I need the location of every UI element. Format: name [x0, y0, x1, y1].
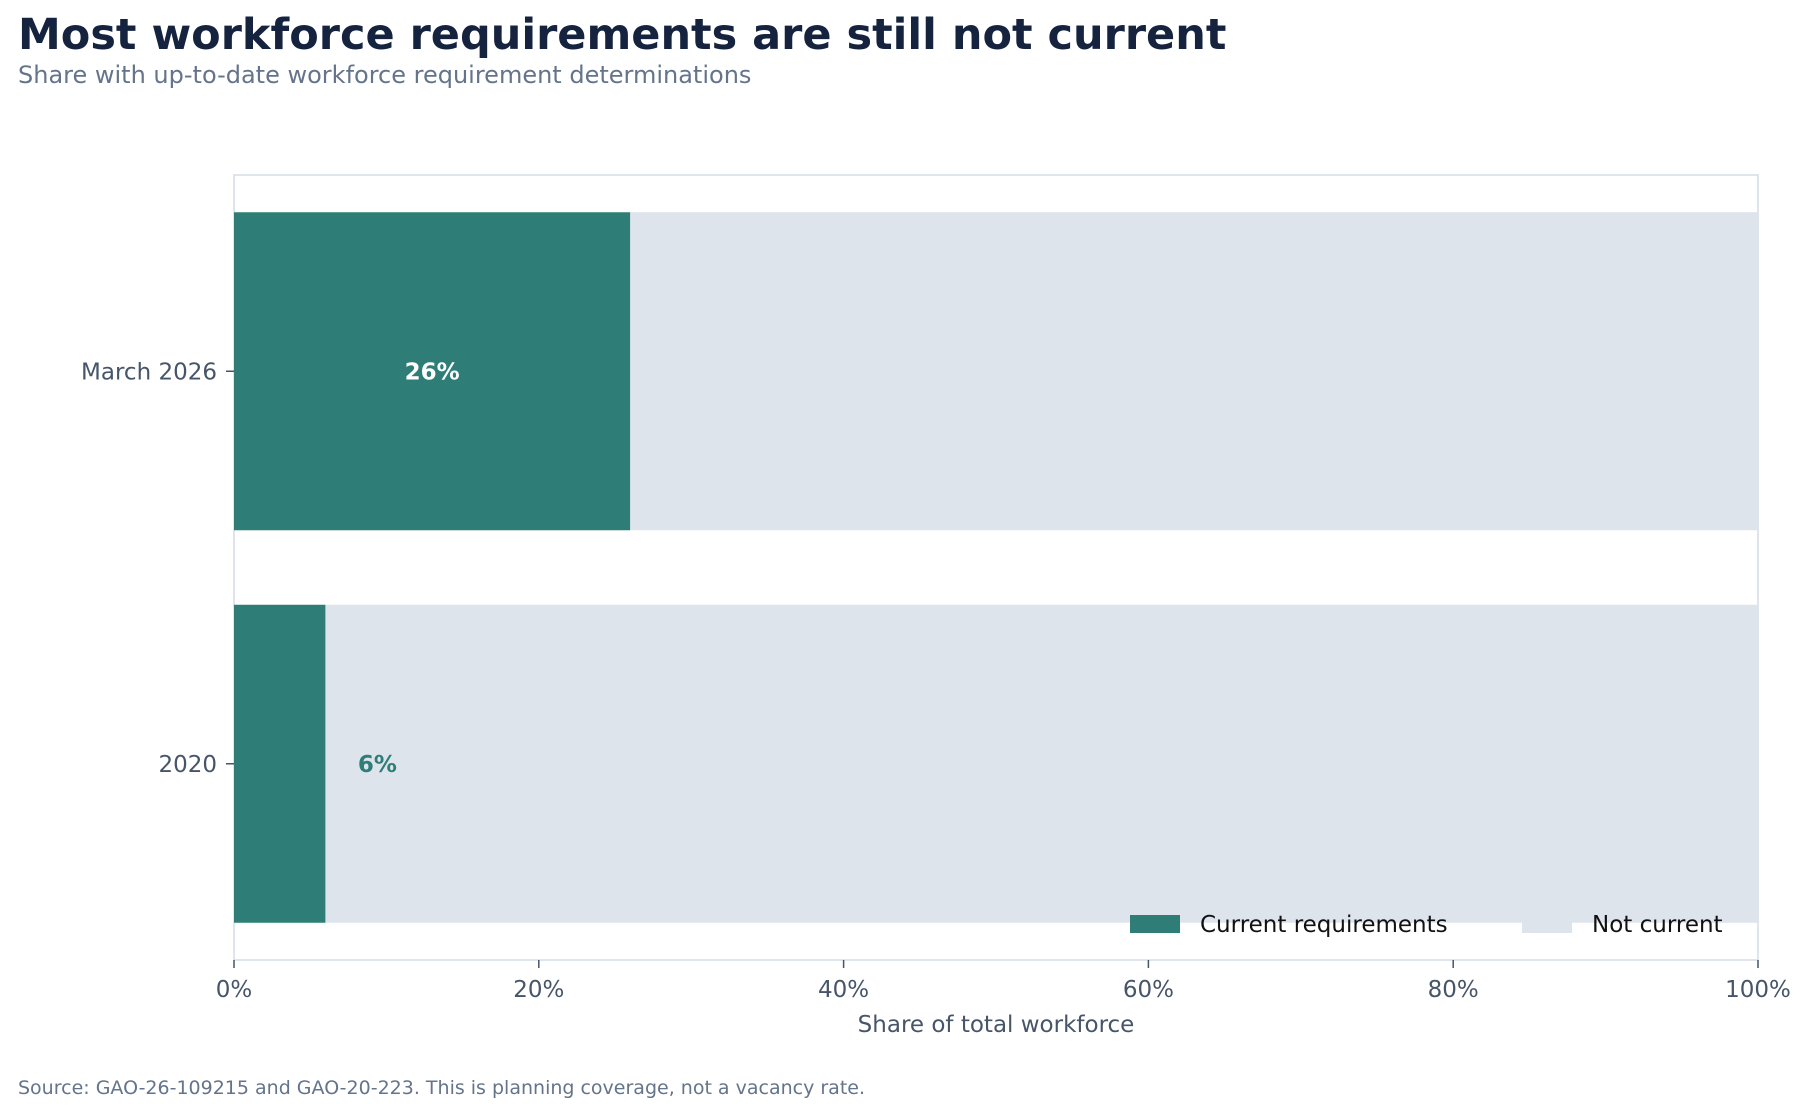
legend-label: Not current	[1592, 912, 1723, 938]
bar-current	[234, 604, 326, 923]
plot-frame	[233, 174, 1759, 961]
legend-label: Current requirements	[1200, 912, 1448, 938]
x-tick-label: 100%	[1725, 977, 1791, 1003]
chart-title: Most workforce requirements are still no…	[18, 10, 1227, 60]
bar-data-label: 26%	[405, 359, 460, 385]
bar-not-current	[630, 212, 1758, 531]
x-tick-label: 0%	[216, 977, 253, 1003]
chart-subtitle: Share with up-to-date workforce requirem…	[18, 61, 752, 89]
source-note: Source: GAO-26-109215 and GAO-20-223. Th…	[18, 1077, 865, 1099]
x-tick-label: 60%	[1123, 977, 1174, 1003]
x-tick-label: 40%	[818, 977, 869, 1003]
bar-current	[234, 212, 631, 531]
y-tick-label: March 2026	[81, 359, 217, 385]
x-tick-label: 80%	[1428, 977, 1479, 1003]
legend-swatch	[1522, 915, 1572, 933]
bar-data-label: 6%	[358, 752, 397, 778]
bar-not-current	[325, 604, 1759, 923]
x-tick-label: 20%	[513, 977, 564, 1003]
x-axis-title: Share of total workforce	[858, 1012, 1135, 1038]
y-tick-label: 2020	[158, 752, 217, 778]
legend-swatch	[1130, 915, 1180, 933]
